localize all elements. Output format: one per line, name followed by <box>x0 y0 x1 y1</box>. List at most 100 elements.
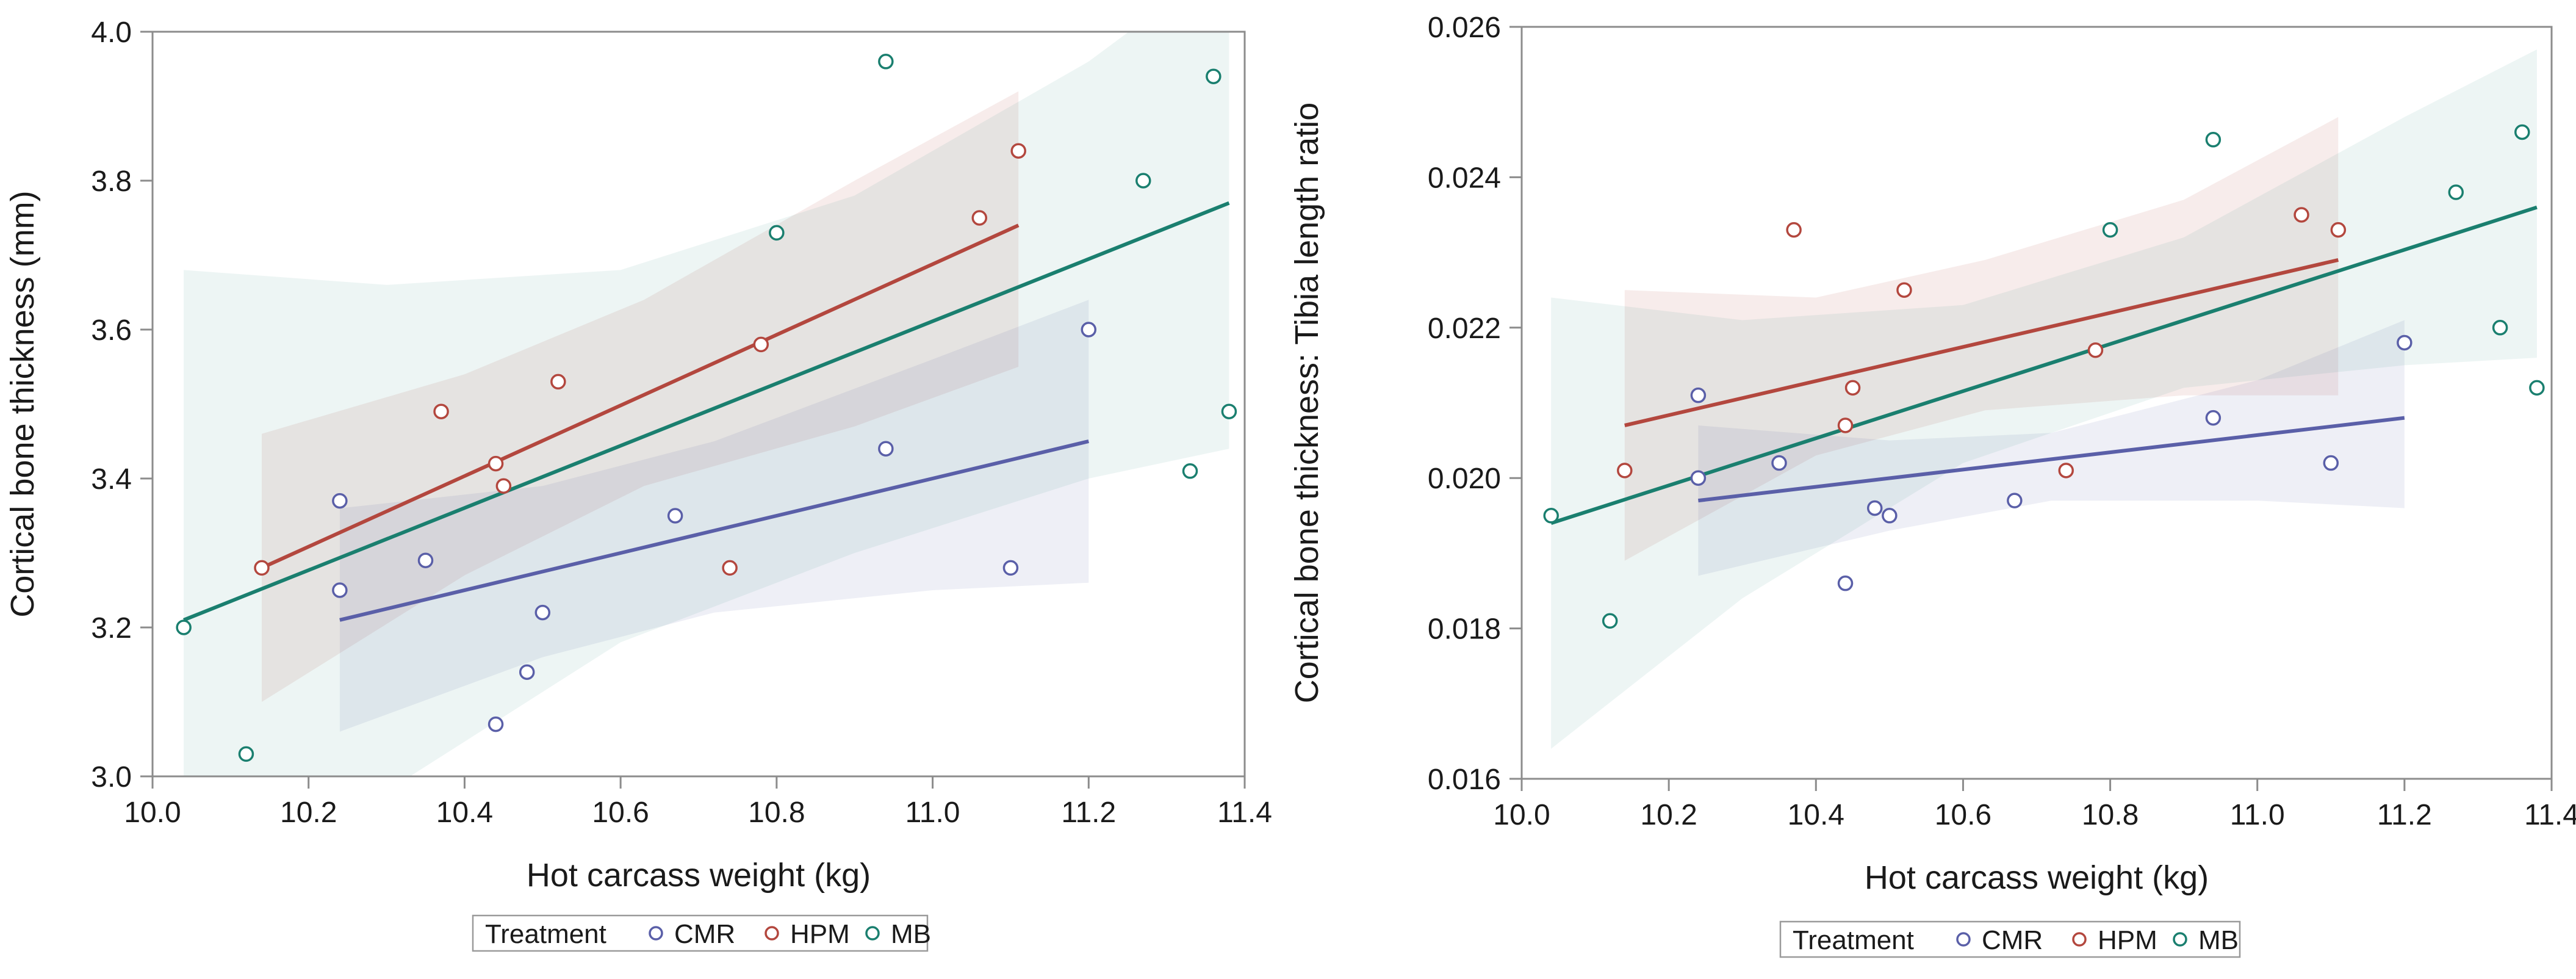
point-hpm <box>753 336 769 353</box>
fit-lines <box>1550 205 2538 525</box>
point-mb <box>2102 222 2118 238</box>
legend-title: Treatment <box>485 919 606 949</box>
data-points <box>176 54 1237 762</box>
point-mb <box>238 746 254 762</box>
fit-line-cmr <box>339 439 1089 622</box>
point-mb <box>2492 320 2508 336</box>
y-tick-label: 3.6 <box>91 314 132 347</box>
point-cmr <box>2007 493 2023 508</box>
point-cmr <box>332 493 348 509</box>
legend-marker-cmr <box>649 926 663 941</box>
point-cmr <box>1771 455 1787 471</box>
point-mb <box>2205 132 2222 148</box>
x-tick-label: 11.4 <box>2524 799 2576 831</box>
x-tick-label: 11.2 <box>2377 799 2432 831</box>
point-cmr <box>667 508 683 524</box>
point-cmr <box>487 716 504 732</box>
point-hpm <box>495 478 512 494</box>
point-cmr <box>1690 470 1707 486</box>
point-hpm <box>2330 222 2347 238</box>
point-mb <box>1182 463 1198 479</box>
y-tick-label: 0.020 <box>1428 463 1501 495</box>
point-hpm <box>1617 463 1633 479</box>
x-tick-label: 10.0 <box>1493 799 1550 831</box>
x-tick-label: 11.0 <box>2230 799 2285 831</box>
y-tick-label: 3.4 <box>91 463 132 496</box>
point-mb <box>2529 380 2545 396</box>
point-hpm <box>550 374 566 390</box>
x-axis-label: Hot carcass weight (kg) <box>527 857 871 894</box>
x-tick-label: 10.4 <box>1788 799 1844 831</box>
point-mb <box>2514 124 2530 140</box>
legend-label-hpm: HPM <box>2098 925 2157 955</box>
point-hpm <box>722 560 738 576</box>
x-tick-label: 10.4 <box>436 797 493 829</box>
point-hpm <box>254 560 270 576</box>
point-mb <box>1602 613 1618 629</box>
x-tick-label: 10.2 <box>280 797 337 829</box>
confidence-band-cmr <box>339 300 1089 732</box>
point-cmr <box>1081 322 1097 338</box>
x-tick-label: 11.2 <box>1061 797 1116 829</box>
legend-label-mb: MB <box>2198 925 2239 955</box>
legend-marker-mb <box>2173 932 2187 947</box>
point-cmr <box>1690 387 1707 403</box>
point-hpm <box>2087 342 2104 358</box>
x-tick-label: 10.6 <box>592 797 649 829</box>
point-hpm <box>1896 282 1912 298</box>
x-tick-label: 10.6 <box>1935 799 1991 831</box>
point-cmr <box>1837 575 1854 591</box>
fit-line-mb <box>1550 205 2538 525</box>
x-tick-label: 10.2 <box>1640 799 1697 831</box>
legend-marker-cmr <box>1956 932 1971 947</box>
y-tick-label: 3.0 <box>91 761 132 793</box>
legend-label-mb: MB <box>891 919 931 949</box>
point-cmr <box>1866 500 1883 516</box>
point-hpm <box>487 455 504 472</box>
point-hpm <box>2294 207 2309 223</box>
x-tick-label: 10.0 <box>124 797 181 829</box>
legend: Treatment CMR HPM MB <box>1779 920 2241 958</box>
point-hpm <box>1844 380 1861 396</box>
point-cmr <box>519 664 535 680</box>
x-tick-label: 11.0 <box>905 797 960 829</box>
legend-marker-hpm <box>2072 932 2087 947</box>
fit-line-hpm <box>261 223 1020 570</box>
point-cmr <box>534 604 551 621</box>
point-cmr <box>2205 410 2222 426</box>
point-mb <box>176 620 192 635</box>
point-mb <box>1206 68 1221 84</box>
x-tick-label: 10.8 <box>748 797 805 829</box>
legend-label-cmr: CMR <box>1982 925 2043 955</box>
point-hpm <box>1786 222 1802 238</box>
data-points <box>1543 124 2545 629</box>
point-cmr <box>332 582 348 598</box>
legend-marker-mb <box>865 926 880 941</box>
y-tick-label: 4.0 <box>91 16 132 49</box>
y-tick-label: 3.8 <box>91 165 132 198</box>
point-hpm <box>433 403 449 419</box>
x-tick-label: 11.4 <box>1217 797 1272 829</box>
confidence-band-hpm <box>1624 117 2339 561</box>
point-mb <box>2448 184 2464 200</box>
legend-frame <box>472 914 929 952</box>
y-axis-label: Cortical bone thickness: Tibia length ra… <box>1289 103 1325 704</box>
y-tick-label: 3.2 <box>91 612 132 645</box>
confidence-bands <box>184 32 1229 776</box>
point-mb <box>1135 173 1151 189</box>
x-tick-label: 10.8 <box>2082 799 2139 831</box>
point-mb <box>1221 403 1237 419</box>
y-tick-label: 0.026 <box>1428 12 1501 44</box>
point-cmr <box>2397 334 2412 351</box>
legend-label-cmr: CMR <box>674 919 735 949</box>
y-tick-label: 0.016 <box>1428 764 1501 796</box>
plot-frame <box>151 31 1246 778</box>
legend-label-hpm: HPM <box>790 919 850 949</box>
point-hpm <box>1837 417 1854 433</box>
fit-line-cmr <box>1698 416 2405 503</box>
point-cmr <box>1882 508 1898 524</box>
y-tick-label: 0.022 <box>1428 312 1501 345</box>
point-mb <box>878 54 894 70</box>
